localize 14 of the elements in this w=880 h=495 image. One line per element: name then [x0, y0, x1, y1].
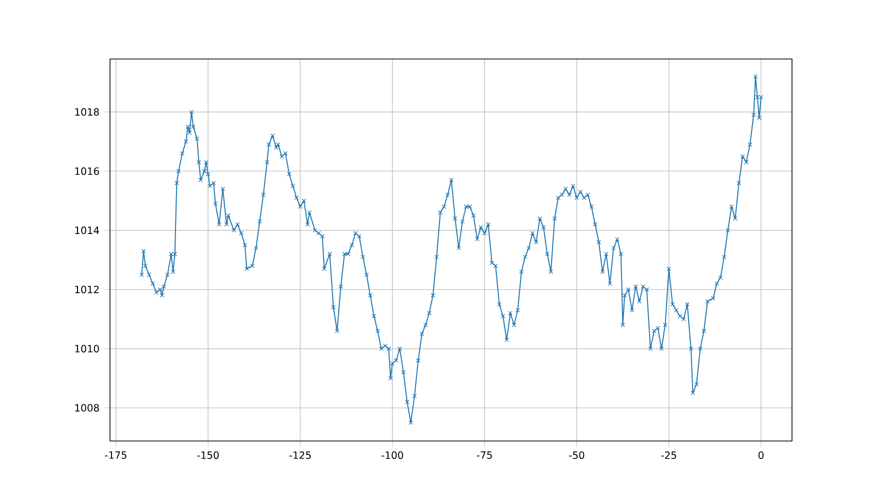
x-tick-label: -125 — [289, 451, 311, 459]
x-tick-label: -150 — [197, 451, 219, 459]
y-tick-label: 1014 — [75, 226, 100, 234]
y-tick-label: 1008 — [75, 404, 99, 412]
x-tick-label: -175 — [105, 451, 126, 459]
x-tick-label: -50 — [569, 451, 584, 459]
x-tick-label: -75 — [476, 451, 492, 459]
y-tick-label: 1010 — [75, 344, 99, 352]
y-tick-label: 1018 — [75, 108, 99, 116]
x-tick-label: -25 — [661, 451, 676, 459]
x-tick-label: 0 — [758, 451, 764, 459]
y-tick-label: 1016 — [75, 167, 99, 175]
x-tick-label: -100 — [382, 451, 404, 459]
y-tick-label: 1012 — [75, 286, 99, 294]
